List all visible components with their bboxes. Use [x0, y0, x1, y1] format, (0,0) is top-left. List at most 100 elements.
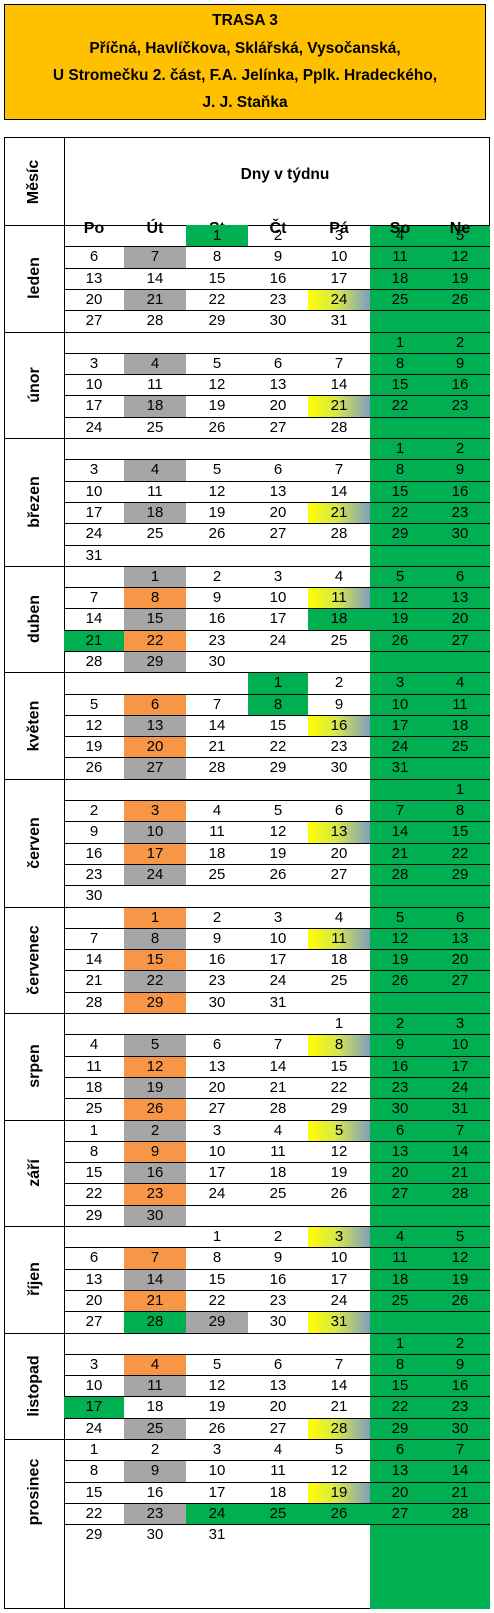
day-cell: 9: [89, 823, 99, 841]
route-title: TRASA 3: [212, 12, 278, 29]
day-cell: 11: [209, 823, 225, 841]
day-cell: 21: [451, 1483, 469, 1501]
day-cell: 18: [308, 608, 370, 630]
day-cell: 13: [451, 589, 469, 607]
day-cell: 4: [273, 1441, 283, 1459]
day-cell: 23: [451, 1398, 469, 1416]
month-block-4: květen 1 2 3 4 5 6 7 8 9 10 11 12 13 14 15 16 17 18 19 20 21 2…: [5, 672, 490, 779]
day-cell: 14: [208, 716, 226, 734]
day-cell: 7: [334, 354, 344, 372]
week-row-divider: [64, 310, 490, 312]
week-row-divider: [64, 885, 490, 887]
day-cell: 7: [89, 929, 99, 947]
day-cell: 15: [391, 1377, 409, 1395]
week-row-divider: [64, 736, 490, 738]
day-cell: 2: [212, 908, 222, 926]
day-cell: 23: [85, 865, 103, 883]
day-cell: 8: [395, 354, 405, 372]
day-cell: 21: [64, 629, 124, 651]
month-divider: [5, 1332, 490, 1334]
day-cell: 15: [269, 716, 287, 734]
day-cell: 6: [89, 248, 99, 266]
day-cell: 9: [273, 248, 283, 266]
day-cell: 20: [391, 1164, 409, 1182]
day-cell: 23: [124, 1183, 186, 1205]
route-streets-line-1: Příčná, Havlíčkova, Sklářská, Vysočanská…: [89, 40, 401, 57]
day-cell: 28: [451, 1185, 469, 1203]
day-cell: 14: [146, 269, 164, 287]
day-cell: 17: [330, 1270, 348, 1288]
month-block-1: únor 1 2 3 4 5 6 7 8 9 10 11 12 13 14 15 16 17 18 19 20 21 22 2…: [5, 331, 490, 439]
route-header: TRASA 3 Příčná, Havlíčkova, Sklářská, Vy…: [4, 4, 486, 120]
day-cell: 19: [85, 738, 103, 756]
day-cell: 31: [308, 1311, 370, 1333]
week-row-divider: [64, 1460, 490, 1462]
month-name: srpen: [25, 1044, 43, 1089]
week-row-divider: [64, 352, 490, 354]
day-cell: 29: [186, 1311, 248, 1333]
day-cell: 28: [124, 1311, 186, 1333]
day-cell: 16: [308, 714, 370, 737]
day-cell: 9: [334, 695, 344, 713]
day-cell: 21: [124, 1289, 186, 1312]
day-cell: 10: [330, 248, 348, 266]
day-cell: 5: [334, 1441, 344, 1459]
day-cell: 10: [85, 376, 103, 394]
day-cell: 22: [85, 1504, 103, 1522]
week-row-divider: [64, 757, 490, 759]
day-cell: 19: [124, 1076, 186, 1099]
day-cell: 30: [451, 1419, 469, 1437]
day-cell: 20: [391, 1483, 409, 1501]
week-row-divider: [64, 501, 490, 503]
day-cell: 4: [124, 1353, 186, 1376]
week-row-divider: [64, 1375, 490, 1377]
day-cell: 19: [451, 1270, 469, 1288]
day-cell: 25: [124, 1417, 186, 1440]
day-cell: 12: [391, 929, 409, 947]
month-name: září: [25, 1159, 43, 1187]
day-cell: 13: [308, 821, 370, 843]
day-cell: 25: [391, 1291, 409, 1309]
day-cell: 23: [208, 631, 226, 649]
day-cell: 29: [330, 1100, 348, 1118]
day-cell: 19: [391, 610, 409, 628]
day-cell: 16: [269, 269, 287, 287]
day-cell: 12: [208, 1377, 226, 1395]
weekday-header-ut: Út: [146, 220, 164, 237]
day-cell: 18: [269, 1483, 287, 1501]
week-row-divider: [64, 416, 490, 418]
day-cell: 16: [269, 1270, 287, 1288]
day-cell: 25: [391, 290, 409, 308]
day-cell: 28: [308, 1417, 370, 1440]
day-cell: 3: [89, 461, 99, 479]
day-cell: 13: [85, 269, 103, 287]
day-cell: 7: [124, 1247, 186, 1269]
month-block-7: srpen 1 2 3 4 5 6 7 8 9 10 11 12 13 14 15 16 17 18 19 20 21 22…: [5, 1013, 490, 1120]
month-label-cell: duben: [5, 566, 64, 673]
day-cell: 1: [89, 1121, 99, 1139]
day-cell: 1: [455, 780, 465, 798]
day-cell: 22: [391, 503, 409, 521]
day-cell: 9: [212, 929, 222, 947]
day-cell: 3: [455, 1015, 465, 1033]
week-row-divider: [64, 629, 490, 631]
week-row-divider: [64, 608, 490, 610]
day-cell: 14: [330, 1377, 348, 1395]
day-cell: 11: [308, 927, 370, 950]
day-cell: 20: [451, 610, 469, 628]
day-cell: 2: [455, 333, 465, 351]
day-cell: 8: [395, 1355, 405, 1373]
day-cell: 6: [395, 1441, 405, 1459]
week-row-divider: [64, 1481, 490, 1483]
day-cell: 27: [269, 525, 287, 543]
day-cell: 11: [147, 376, 163, 394]
month-name: leden: [25, 257, 43, 300]
month-label-cell: prosinec: [5, 1439, 64, 1546]
week-row-divider: [64, 374, 490, 376]
day-cell: 22: [451, 844, 469, 862]
day-cell: 3: [212, 1441, 222, 1459]
day-cell: 23: [451, 503, 469, 521]
day-cell: 19: [451, 269, 469, 287]
day-cell: 6: [273, 354, 283, 372]
day-cell: 25: [146, 525, 164, 543]
